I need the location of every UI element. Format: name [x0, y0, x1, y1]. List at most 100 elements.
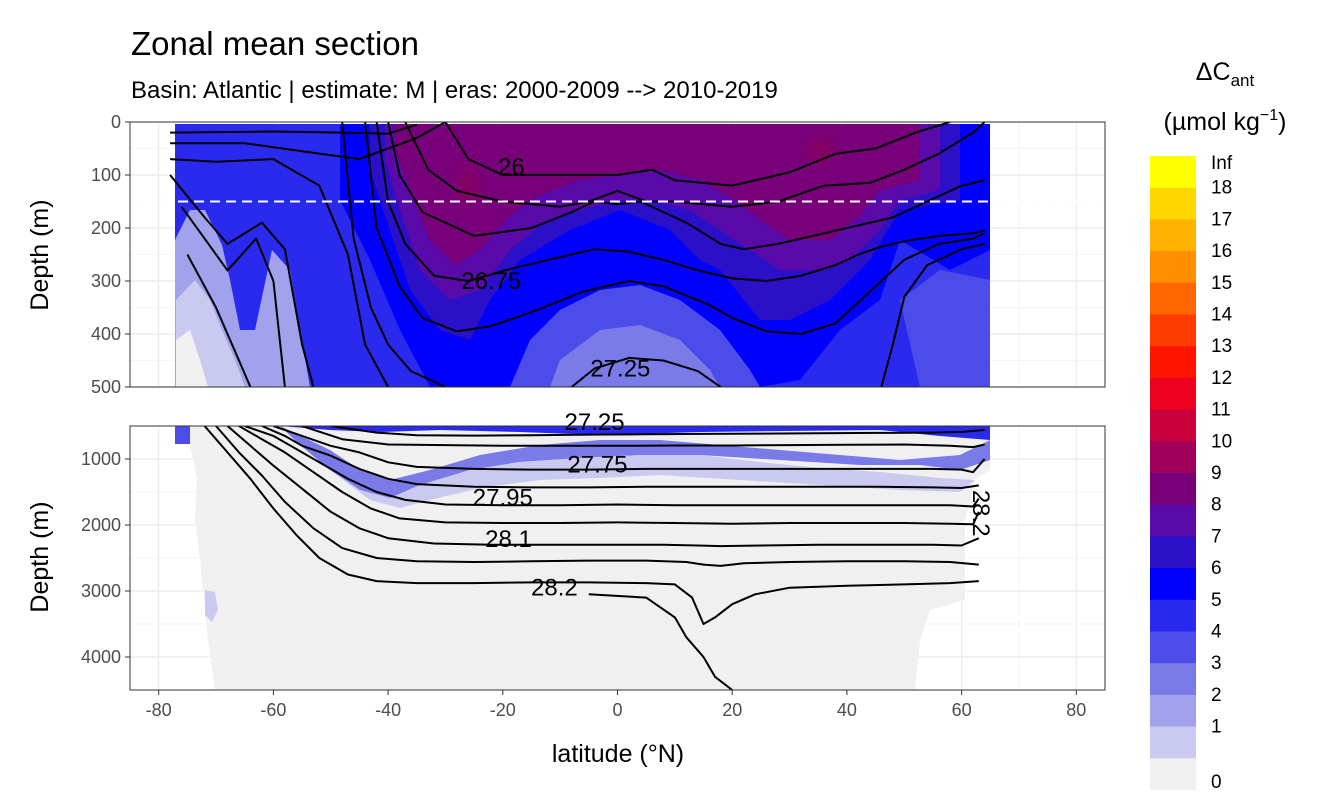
upper-fill-lighter-tongue — [550, 325, 720, 387]
x-tick-label: -80 — [146, 700, 172, 720]
contour-label: 28.2 — [531, 575, 578, 602]
legend-swatch — [1150, 599, 1196, 632]
x-tick-label: 40 — [837, 700, 857, 720]
y-tick-label: 400 — [91, 324, 121, 344]
contour-label: 26.75 — [461, 268, 521, 295]
density-isoline — [186, 254, 252, 387]
upper-y-ticks: 0 100 200 300 400 500 — [91, 112, 130, 397]
density-isoline — [244, 426, 980, 508]
legend-label: 15 — [1211, 273, 1232, 294]
legend-label: 12 — [1211, 368, 1232, 389]
y-tick-label: 0 — [111, 112, 121, 132]
lower-fill-blue-patch — [205, 590, 218, 622]
contour-label: 27.25 — [590, 355, 650, 382]
legend-label: 0 — [1211, 772, 1222, 793]
density-isoline — [375, 122, 985, 282]
contour-label: 27.95 — [473, 484, 533, 511]
legend-swatch — [1150, 568, 1196, 601]
legend-swatch — [1150, 377, 1196, 411]
legend-label: 5 — [1211, 590, 1222, 611]
legend-title-unit: (µmol kg−1) — [1164, 107, 1287, 136]
lower-y-ticks: 1000 2000 3000 4000 — [81, 449, 130, 667]
legend-label: 10 — [1211, 431, 1232, 452]
density-isoline — [273, 426, 986, 474]
legend-label: Inf — [1211, 153, 1233, 174]
y-tick-label: 500 — [91, 377, 121, 397]
y-tick-label: 1000 — [81, 449, 121, 469]
legend-label: 11 — [1211, 400, 1231, 421]
lower-fill-south-edge — [175, 426, 190, 444]
density-isoline — [226, 426, 980, 548]
legend-label: 14 — [1211, 305, 1233, 326]
contour-label: 27.75 — [567, 451, 627, 478]
legend-label: 9 — [1211, 463, 1222, 484]
x-tick-label: 0 — [612, 700, 622, 720]
legend-label: 8 — [1211, 495, 1222, 516]
contour-label: 28.1 — [485, 526, 532, 553]
legend-swatches — [1150, 156, 1196, 791]
density-isoline — [170, 122, 446, 161]
legend-label: 16 — [1211, 241, 1232, 262]
y-tick-label: 4000 — [81, 647, 121, 667]
legend-swatch — [1150, 251, 1196, 284]
upper-contours — [169, 122, 986, 387]
density-isoline — [570, 356, 722, 387]
density-isoline — [330, 426, 985, 437]
x-tick-label: -40 — [375, 700, 401, 720]
legend-label: 18 — [1211, 178, 1232, 199]
legend-swatch — [1150, 282, 1196, 315]
density-isoline — [180, 206, 286, 387]
x-axis-ticks: -80 -60 -40 -20 0 20 40 60 80 — [146, 690, 1086, 720]
legend-swatch — [1150, 631, 1196, 664]
density-isoline — [404, 122, 986, 208]
y-tick-label: 100 — [91, 165, 121, 185]
y-axis-title-upper: Depth (m) — [26, 199, 54, 310]
density-isoline — [238, 426, 980, 526]
density-isoline — [215, 426, 979, 567]
upper-panel: 0 100 200 300 400 500 — [91, 112, 1106, 397]
legend-swatch — [1150, 441, 1196, 474]
density-isoline — [261, 426, 979, 489]
x-tick-label: 20 — [722, 700, 742, 720]
legend-swatch — [1150, 187, 1196, 220]
legend-swatch — [1150, 473, 1196, 506]
legend-label: 17 — [1211, 209, 1232, 230]
density-isoline — [341, 122, 446, 387]
lower-panel: 2626.7527.2527.2527.7527.9528.128.228.2 … — [81, 154, 1106, 720]
density-isoline — [169, 174, 315, 387]
upper-fill-grey-south — [176, 330, 208, 387]
chart-subtitle: Basin: Atlantic | estimate: M | eras: 20… — [131, 77, 778, 104]
density-isoline — [170, 123, 418, 135]
chart-title: Zonal mean section — [131, 25, 419, 62]
y-tick-label: 2000 — [81, 515, 121, 535]
density-isoline — [444, 122, 951, 187]
legend-label: 7 — [1211, 526, 1222, 547]
upper-fill-north-shelf — [900, 270, 990, 387]
contour-label: 27.25 — [565, 409, 625, 436]
upper-fill-purple-highlight — [450, 157, 486, 213]
lower-fill-deep-blue — [175, 426, 990, 440]
density-isoline — [588, 593, 733, 690]
contour-label: 26 — [498, 154, 525, 181]
x-axis-title: latitude (°N) — [552, 740, 684, 768]
legend-title-main: ΔCant — [1196, 58, 1255, 90]
x-tick-label: -60 — [260, 700, 286, 720]
density-isoline — [170, 158, 389, 387]
legend-swatch — [1150, 694, 1196, 728]
legend-label: 3 — [1211, 653, 1222, 674]
x-tick-label: -20 — [490, 700, 516, 720]
density-isoline — [364, 122, 986, 335]
y-tick-label: 3000 — [81, 581, 121, 601]
legend-label: 2 — [1211, 685, 1222, 706]
legend-label: 1 — [1211, 717, 1222, 738]
legend-swatch — [1150, 758, 1196, 791]
upper-fill-purple — [395, 124, 920, 265]
legend-label: 4 — [1211, 622, 1222, 643]
legend-swatch — [1150, 726, 1196, 759]
legend: ΔCant (µmol kg−1) Inf1817161514131211109… — [1150, 58, 1286, 793]
y-axis-title-lower: Depth (m) — [26, 501, 54, 612]
upper-fill — [175, 124, 990, 387]
legend-swatch — [1150, 314, 1196, 347]
upper-fill-purple-highlight-east — [798, 130, 842, 170]
